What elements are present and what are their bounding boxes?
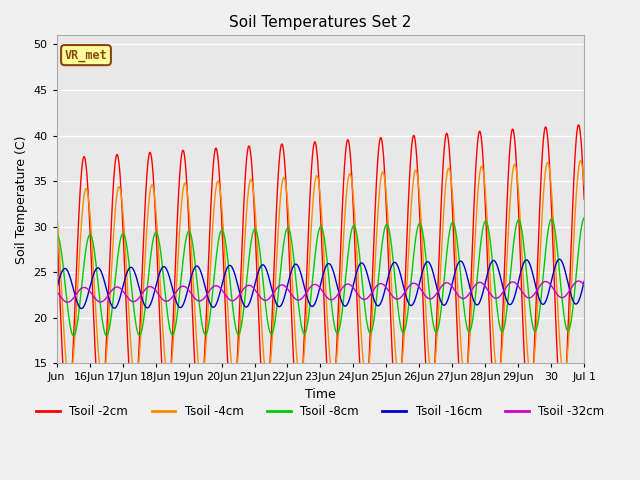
Tsoil -8cm: [70, 333, 77, 339]
Tsoil -4cm: [53, 209, 61, 215]
Tsoil -2cm: [63, 408, 70, 414]
Tsoil -4cm: [577, 158, 584, 164]
Tsoil -32cm: [292, 296, 300, 302]
Tsoil -16cm: [547, 282, 554, 288]
Tsoil -8cm: [53, 233, 61, 239]
Tsoil -8cm: [292, 273, 300, 278]
Tsoil -4cm: [292, 337, 300, 343]
Line: Tsoil -2cm: Tsoil -2cm: [57, 125, 584, 413]
Tsoil -32cm: [148, 284, 156, 289]
Tsoil -32cm: [575, 278, 582, 284]
Tsoil -16cm: [53, 286, 61, 291]
Title: Soil Temperatures Set 2: Soil Temperatures Set 2: [229, 15, 412, 30]
Tsoil -2cm: [148, 154, 156, 160]
Tsoil -8cm: [148, 248, 156, 253]
Tsoil -16cm: [63, 266, 70, 272]
Tsoil -2cm: [547, 182, 554, 188]
Tsoil -8cm: [63, 295, 70, 301]
Tsoil -2cm: [323, 364, 331, 370]
Tsoil -32cm: [547, 282, 554, 288]
Legend: Tsoil -2cm, Tsoil -4cm, Tsoil -8cm, Tsoil -16cm, Tsoil -32cm: Tsoil -2cm, Tsoil -4cm, Tsoil -8cm, Tsoi…: [31, 401, 609, 423]
Tsoil -2cm: [575, 122, 582, 128]
Line: Tsoil -16cm: Tsoil -16cm: [57, 259, 584, 309]
Tsoil -32cm: [64, 300, 72, 305]
Tsoil -4cm: [63, 364, 70, 370]
Tsoil -4cm: [148, 183, 156, 189]
Tsoil -2cm: [580, 196, 588, 202]
Tsoil -16cm: [556, 256, 563, 262]
Tsoil -32cm: [323, 294, 331, 300]
Tsoil -4cm: [66, 379, 74, 384]
Tsoil -8cm: [580, 215, 588, 221]
Tsoil -2cm: [292, 391, 300, 397]
Tsoil -16cm: [580, 278, 588, 284]
Tsoil -32cm: [53, 288, 61, 294]
Tsoil -32cm: [580, 282, 588, 288]
Y-axis label: Soil Temperature (C): Soil Temperature (C): [15, 135, 28, 264]
Tsoil -8cm: [417, 221, 424, 227]
Tsoil -4cm: [323, 309, 331, 314]
Tsoil -16cm: [77, 306, 85, 312]
Text: VR_met: VR_met: [65, 48, 108, 61]
Tsoil -32cm: [63, 299, 70, 305]
Tsoil -16cm: [148, 299, 156, 305]
Tsoil -2cm: [53, 222, 61, 228]
Tsoil -2cm: [64, 410, 72, 416]
Tsoil -4cm: [417, 208, 424, 214]
X-axis label: Time: Time: [305, 388, 336, 401]
Tsoil -32cm: [417, 286, 424, 292]
Line: Tsoil -4cm: Tsoil -4cm: [57, 161, 584, 382]
Tsoil -4cm: [547, 176, 554, 182]
Tsoil -4cm: [580, 182, 588, 188]
Tsoil -16cm: [323, 262, 331, 268]
Line: Tsoil -8cm: Tsoil -8cm: [57, 218, 584, 336]
Tsoil -8cm: [547, 217, 554, 223]
Tsoil -16cm: [417, 276, 424, 281]
Tsoil -16cm: [292, 261, 300, 267]
Line: Tsoil -32cm: Tsoil -32cm: [57, 281, 584, 302]
Tsoil -8cm: [323, 256, 331, 262]
Tsoil -2cm: [417, 234, 424, 240]
